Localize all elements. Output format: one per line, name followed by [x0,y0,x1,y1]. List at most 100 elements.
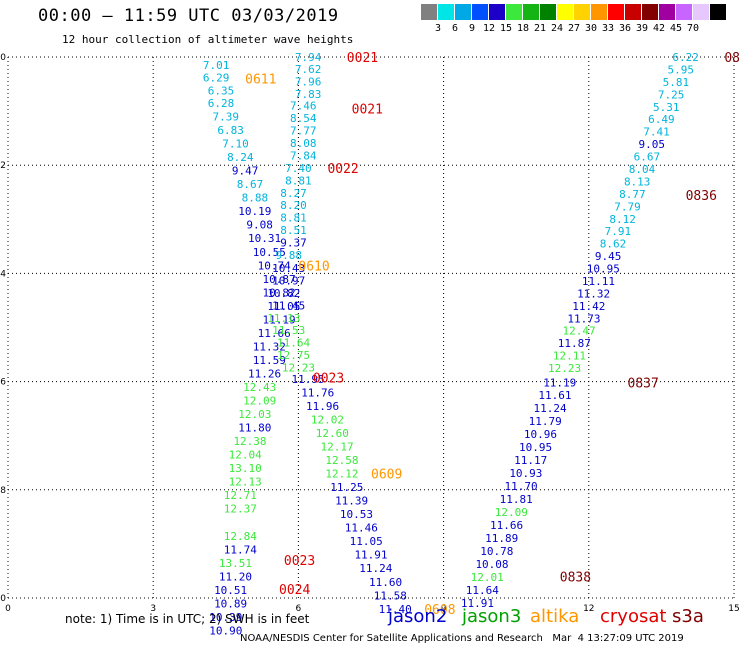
wave-height-point: 11.96 [306,400,339,413]
colorbar-swatch [625,4,641,20]
wave-height-point: 11.24 [359,562,392,575]
colorbar-swatch [642,4,658,20]
wave-height-point: 11.60 [369,576,402,589]
wave-height-point: 11.74 [224,543,257,556]
colorbar-label: 70 [686,23,700,34]
wave-height-point: 12.84 [224,530,257,543]
y-tick-label: -44 [0,269,6,279]
colorbar-label: 33 [601,23,615,34]
wave-height-point: 10.78 [480,545,513,558]
wave-height-point: 5.31 [653,101,680,114]
x-tick-label: 9 [441,604,447,614]
colorbar-label: 15 [499,23,513,34]
y-tick-label: -48 [0,486,6,496]
wave-height-point: 11.53 [272,324,305,337]
y-tick-label: -46 [0,378,6,388]
satellite-legend-jason3: jason3 [462,606,522,627]
wave-height-point: 6.28 [208,97,235,110]
wave-height-point: 7.83 [295,88,322,101]
wave-height-point: 11.13 [267,312,300,325]
wave-height-point: 6.29 [203,72,230,85]
wave-height-point: 12.23 [282,362,315,375]
colorbar-swatch [489,4,505,20]
wave-height-point: 8.20 [280,199,307,212]
wave-height-point: 11.39 [335,495,368,508]
chart-title: 00:00 – 11:59 UTC 03/03/2019 [38,6,339,26]
wave-height-point: 7.01 [203,59,230,72]
wave-height-point: 12.12 [325,468,358,481]
wave-height-point: 12.09 [495,506,528,519]
wave-height-point: 8.67 [237,178,264,191]
colorbar-swatch [421,4,437,20]
wave-height-point: 8.77 [619,188,646,201]
y-tick-label: -42 [0,161,6,171]
pass-time-label: 0836 [686,189,717,204]
wave-height-point: 9.05 [638,138,665,151]
wave-height-point: 11.61 [538,389,571,402]
wave-height-point: 10.43 [272,262,305,275]
wave-height-point: 10.51 [214,584,247,597]
pass-time-label: 0609 [371,468,402,483]
note-text: note: 1) Time is in UTC; 2) SWH is in fe… [65,612,310,626]
colorbar-label: 36 [618,23,632,34]
wave-height-point: 11.32 [253,340,286,353]
wave-height-point: 11.19 [543,377,576,390]
wave-height-point: 12.75 [277,349,310,362]
wave-height-point: 7.96 [295,75,322,88]
colorbar-swatch [557,4,573,20]
pass-time-label: 0021 [352,102,383,117]
x-tick-label: 6 [296,604,302,614]
colorbar-swatch [659,4,675,20]
wave-height-point: 11.91 [354,549,387,562]
wave-height-point: 7.79 [614,200,641,213]
colorbar-swatch [591,4,607,20]
footer-credit: NOAA/NESDIS Center for Satellite Applica… [240,633,684,644]
pass-time-label: 0022 [327,162,358,177]
wave-height-point: 10.87 [262,273,295,286]
wave-height-point: 11.20 [219,570,252,583]
wave-height-point: 11.11 [582,275,615,288]
pass-time-label: 0610 [298,259,329,274]
wave-height-point: 7.94 [295,51,322,64]
colorbar-label: 6 [451,23,459,34]
colorbar-swatch [472,4,488,20]
wave-height-point: 12.60 [316,427,349,440]
wave-height-point: 12.17 [321,441,354,454]
colorbar-label: 9 [468,23,476,34]
colorbar-label: 18 [516,23,530,34]
wave-height-point: 10.19 [238,205,271,218]
wave-height-point: 11.05 [267,300,300,313]
wave-height-point: 8.81 [285,174,312,187]
wave-height-point: 11.73 [567,312,600,325]
x-tick-label: 3 [150,604,156,614]
y-tick-label: -40 [0,53,6,63]
colorbar-label: 27 [567,23,581,34]
wave-height-point: 8.12 [609,213,636,226]
wave-height-point: 10.39 [209,611,242,624]
colorbar-label: 30 [584,23,598,34]
wave-height-point: 10.82 [267,287,300,300]
pass-time-label: 0837 [628,377,659,392]
wave-height-point: 11.87 [558,337,591,350]
wave-height-point: 8.04 [629,163,656,176]
wave-height-point: 8.13 [624,175,651,188]
wave-height-point: 10.82 [262,286,295,299]
wave-height-point: 11.70 [504,480,537,493]
wave-height-point: 7.84 [290,149,317,162]
colorbar-swatch [608,4,624,20]
wave-height-point: 6.35 [208,85,235,98]
colorbar-swatch [676,4,692,20]
wave-height-point: 8.54 [290,112,317,125]
wave-height-point: 11.26 [248,367,281,380]
wave-height-point: 12.09 [243,395,276,408]
wave-height-point: 8.08 [290,137,317,150]
colorbar-label: 12 [482,23,496,34]
wave-height-point: 11.46 [345,522,378,535]
wave-height-point: 12.01 [471,571,504,584]
pass-time-label: 0608 [424,603,455,618]
wave-height-point: 12.71 [224,489,257,502]
pass-time-label: 0024 [279,583,310,598]
wave-height-point: 11.66 [258,327,291,340]
colorbar-label: 42 [652,23,666,34]
colorbar-label: 3 [434,23,442,34]
